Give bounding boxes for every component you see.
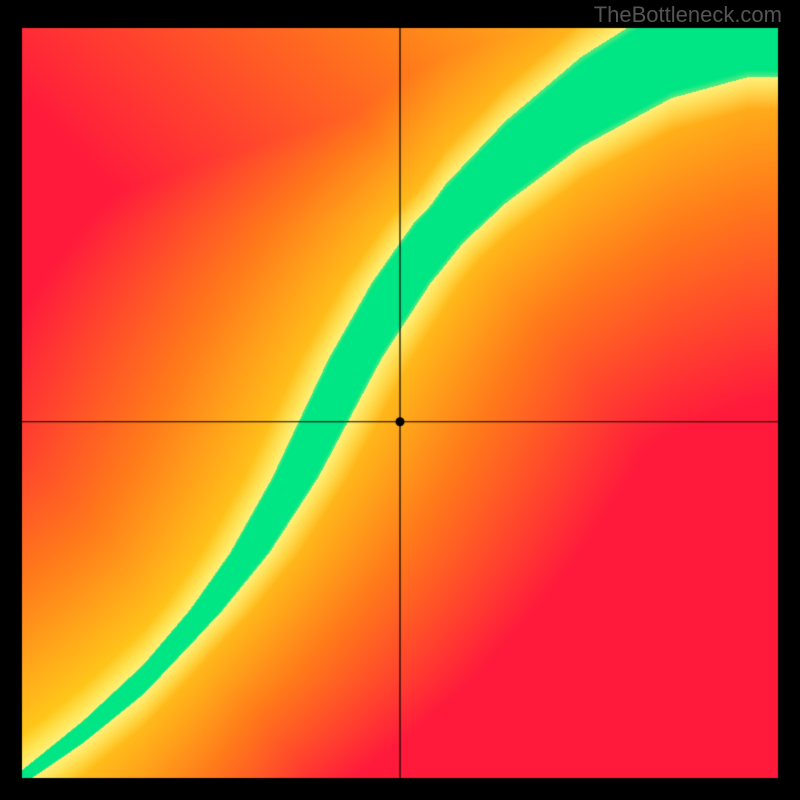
bottleneck-heatmap: [0, 0, 800, 800]
watermark-text: TheBottleneck.com: [594, 2, 782, 28]
chart-container: TheBottleneck.com: [0, 0, 800, 800]
